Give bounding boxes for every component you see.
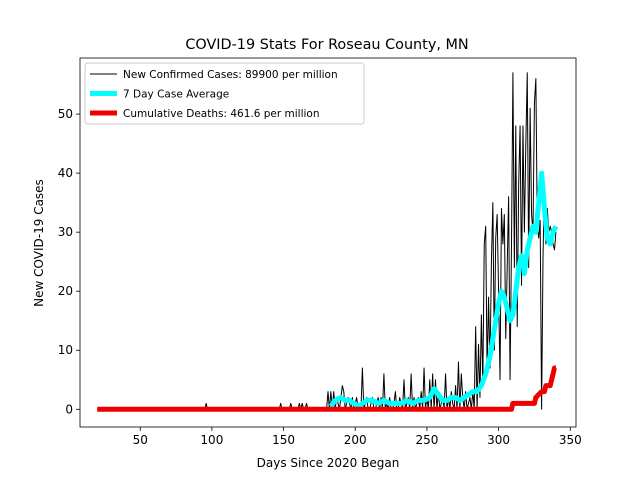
y-tick-label: 40 — [58, 166, 73, 180]
chart-title: COVID-19 Stats For Roseau County, MN — [185, 37, 468, 53]
legend-entry-seven-day-average: 7 Day Case Average — [123, 89, 229, 101]
cumulative-deaths-line — [97, 365, 557, 412]
x-tick-label: 150 — [272, 433, 295, 447]
y-tick-label: 0 — [65, 402, 73, 416]
plot-area — [97, 72, 559, 412]
plot-frame — [79, 57, 577, 428]
x-tick-label: 300 — [487, 433, 510, 447]
series-layer — [97, 72, 559, 412]
y-tick-label: 20 — [58, 284, 73, 298]
y-tick-label: 10 — [58, 343, 73, 357]
x-tick-label: 100 — [200, 433, 223, 447]
x-tick-label: 250 — [415, 433, 438, 447]
legend-box — [84, 62, 365, 125]
x-axis-label: Days Since 2020 Began — [257, 456, 400, 470]
legend-entry-cumulative-deaths: Cumulative Deaths: 461.6 per million — [123, 108, 320, 120]
x-tick-label: 50 — [133, 433, 148, 447]
y-tick-label: 50 — [58, 107, 73, 121]
x-axis: 50 100 150 200 250 300 350 — [133, 427, 582, 447]
seven-day-average-line — [328, 170, 559, 409]
y-axis: 0 10 20 30 40 50 — [58, 107, 80, 416]
x-tick-label: 200 — [344, 433, 367, 447]
legend-entry-new-cases: New Confirmed Cases: 89900 per million — [123, 69, 338, 81]
y-axis-label: New COVID-19 Cases — [32, 179, 46, 307]
x-tick-label: 350 — [559, 433, 582, 447]
y-tick-label: 30 — [58, 225, 73, 239]
legend: New Confirmed Cases: 89900 per million 7 … — [84, 62, 365, 125]
